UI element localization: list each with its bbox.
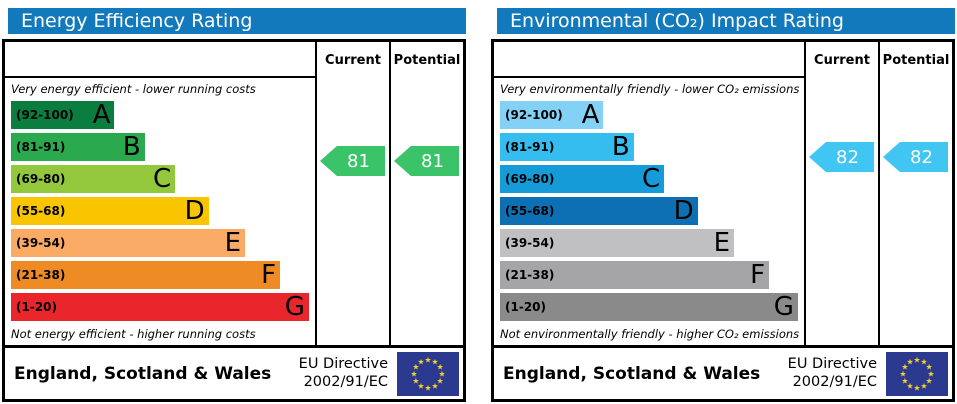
bottom-note: Not environmentally friendly - higher CO…	[500, 327, 800, 341]
band-d: (55-68) D	[11, 197, 209, 225]
potential-column-header: Potential	[389, 42, 463, 78]
current-column-header: Current	[804, 42, 878, 78]
rating-scale-area: Very environmentally friendly - lower CO…	[494, 78, 952, 345]
band-letter: G	[773, 292, 794, 322]
current-rating-cell: 82	[804, 78, 878, 345]
potential-rating-value: 82	[910, 146, 933, 168]
band-range-label: (21-38)	[16, 268, 66, 282]
band-range-label: (69-80)	[505, 172, 555, 186]
current-rating-arrow: 81	[320, 146, 385, 176]
band-letter: D	[673, 196, 694, 226]
band-c: (69-80) C	[11, 164, 176, 194]
top-note: Very environmentally friendly - lower CO…	[500, 82, 800, 96]
potential-rating-cell: 81	[389, 78, 463, 345]
band-letter: C	[642, 164, 661, 194]
band-b: (81-91) B	[500, 133, 634, 161]
band-d: (55-68) D	[500, 197, 698, 225]
current-rating-value: 82	[836, 146, 859, 168]
band-letter: A	[581, 100, 600, 130]
band-range-label: (55-68)	[16, 204, 66, 218]
energy-panel-title: Energy Efficiency Rating	[8, 8, 466, 34]
current-rating-arrow: 82	[809, 142, 874, 172]
band-range-label: (1-20)	[505, 300, 546, 314]
band-e: (39-54) E	[11, 228, 246, 258]
potential-rating-arrow: 82	[883, 142, 948, 172]
band-bars: (92-100) A (81-91) B (69-80) C (55-68) D (39-54)…	[494, 98, 804, 325]
band-letter: E	[224, 228, 242, 258]
current-rating-value: 81	[347, 150, 370, 172]
band-letter: F	[750, 260, 766, 290]
band-g: (1-20) G	[500, 293, 798, 321]
band-range-label: (81-91)	[16, 140, 66, 154]
eu-flag-icon	[886, 351, 948, 396]
band-letter: E	[713, 228, 731, 258]
potential-rating-cell: 82	[878, 78, 952, 345]
band-a: (92-100) A	[11, 100, 115, 130]
eu-directive-label: EU Directive 2002/91/EC	[787, 356, 877, 390]
band-column-header-spacer	[494, 42, 804, 78]
potential-column-header: Potential	[878, 42, 952, 78]
rating-scale-area: Very energy efficient - lower running co…	[5, 78, 463, 345]
current-column-header: Current	[315, 42, 389, 78]
environmental-impact-panel: Environmental (CO₂) Impact Rating Curren…	[491, 8, 955, 402]
band-letter: C	[153, 164, 172, 194]
band-letter: F	[261, 260, 277, 290]
band-letter: B	[611, 132, 630, 162]
band-column: Very environmentally friendly - lower CO…	[494, 78, 804, 345]
band-range-label: (55-68)	[505, 204, 555, 218]
eu-flag-icon	[397, 351, 459, 396]
environmental-panel-title: Environmental (CO₂) Impact Rating	[497, 8, 955, 34]
bottom-note: Not energy efficient - higher running co…	[11, 327, 256, 341]
band-g: (1-20) G	[11, 293, 309, 321]
band-letter: B	[122, 132, 141, 162]
band-letter: G	[284, 292, 305, 322]
top-note: Very energy efficient - lower running co…	[11, 82, 256, 96]
band-range-label: (39-54)	[16, 236, 66, 250]
energy-efficiency-panel: Energy Efficiency Rating Current Potenti…	[2, 8, 466, 402]
band-letter: A	[92, 100, 111, 130]
band-range-label: (69-80)	[16, 172, 66, 186]
potential-rating-value: 81	[421, 150, 444, 172]
band-letter: D	[184, 196, 205, 226]
band-range-label: (92-100)	[505, 108, 563, 122]
band-column-header-spacer	[5, 42, 315, 78]
band-a: (92-100) A	[500, 100, 604, 130]
region-label: England, Scotland & Wales	[14, 363, 272, 384]
footer-row: England, Scotland & Wales EU Directive 2…	[494, 345, 952, 399]
band-f: (21-38) F	[11, 260, 281, 290]
band-bars: (92-100) A (81-91) B (69-80) C (55-68) D (39-54)…	[5, 98, 315, 325]
environmental-rating-table: Current Potential Very environmentally f…	[491, 39, 955, 402]
band-range-label: (39-54)	[505, 236, 555, 250]
eu-directive-label: EU Directive 2002/91/EC	[298, 356, 388, 390]
footer-row: England, Scotland & Wales EU Directive 2…	[5, 345, 463, 399]
band-e: (39-54) E	[500, 228, 735, 258]
band-c: (69-80) C	[500, 164, 665, 194]
region-label: England, Scotland & Wales	[503, 363, 761, 384]
column-header-row: Current Potential	[5, 42, 463, 78]
column-header-row: Current Potential	[494, 42, 952, 78]
band-b: (81-91) B	[11, 133, 145, 161]
band-range-label: (21-38)	[505, 268, 555, 282]
band-column: Very energy efficient - lower running co…	[5, 78, 315, 345]
potential-rating-arrow: 81	[394, 146, 459, 176]
band-f: (21-38) F	[500, 260, 770, 290]
band-range-label: (1-20)	[16, 300, 57, 314]
energy-rating-table: Current Potential Very energy efficient …	[2, 39, 466, 402]
band-range-label: (81-91)	[505, 140, 555, 154]
current-rating-cell: 81	[315, 78, 389, 345]
band-range-label: (92-100)	[16, 108, 74, 122]
